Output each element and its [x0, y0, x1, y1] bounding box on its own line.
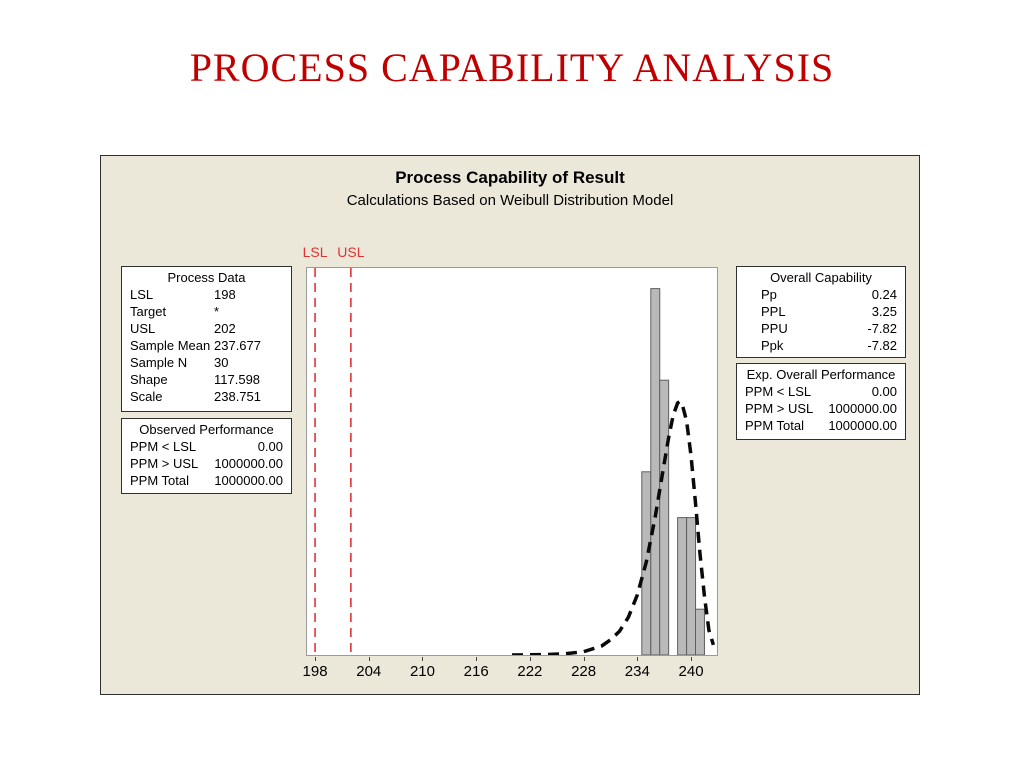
- histogram-bar: [650, 288, 661, 655]
- x-tick-label: 240: [678, 663, 704, 680]
- stat-value: 117.598: [214, 372, 261, 387]
- histogram-svg: [314, 268, 716, 655]
- stat-label: PPM Total: [130, 473, 190, 488]
- stat-label: PPM < LSL: [745, 384, 812, 399]
- stat-value: 202: [214, 321, 236, 336]
- x-tick-label: 198: [302, 663, 328, 680]
- stat-label: PPM Total: [745, 418, 805, 433]
- stat-label: Ppk: [761, 338, 784, 353]
- stat-value: *: [214, 304, 220, 319]
- stat-label: Target: [130, 304, 167, 319]
- stat-row: Sample Mean 237.677: [130, 337, 283, 354]
- observed-performance-title: Observed Performance: [139, 422, 274, 437]
- stat-label: PPM > USL: [130, 456, 199, 471]
- overall-capability-box: Overall Capability Pp 0.24 PPL 3.25 PPU -7.82…: [736, 266, 906, 358]
- x-tick-label: 228: [571, 663, 597, 680]
- x-tick-mark: [422, 657, 424, 661]
- chart-title: Process Capability of Result: [395, 168, 625, 187]
- stat-row: LSL 198: [130, 286, 283, 303]
- stat-value: 198: [214, 287, 236, 302]
- plot-area: [306, 267, 718, 656]
- overall-capability-rows: Pp 0.24 PPL 3.25 PPU -7.82 Ppk -7.82: [745, 286, 897, 354]
- histogram-bar: [677, 517, 688, 655]
- stat-label: PPU: [761, 321, 788, 336]
- histogram-bar: [695, 608, 705, 655]
- stat-label: PPM > USL: [745, 401, 814, 416]
- x-tick-mark: [529, 657, 531, 661]
- stat-value: 3.25: [871, 304, 897, 319]
- x-tick-label: 216: [463, 663, 489, 680]
- stat-label: Scale: [130, 389, 163, 404]
- process-data-title: Process Data: [167, 270, 246, 285]
- stat-label: PPM < LSL: [130, 439, 197, 454]
- x-axis: 198 204 210 216 222 228 234 240: [303, 657, 717, 683]
- stat-label: Pp: [761, 287, 777, 302]
- x-tick-mark: [476, 657, 478, 661]
- x-tick-mark: [368, 657, 370, 661]
- stat-row: PPM < LSL 0.00: [745, 383, 897, 400]
- stat-label: LSL: [130, 287, 154, 302]
- stat-value: 30: [214, 355, 229, 370]
- stat-label: USL: [130, 321, 156, 336]
- slide-title: PROCESS CAPABILITY ANALYSIS: [189, 45, 835, 90]
- stat-label: Sample N: [130, 355, 188, 370]
- observed-performance-box: Observed Performance PPM < LSL 0.00 PPM > …: [121, 418, 292, 494]
- stat-value: 1000000.00: [828, 418, 897, 433]
- chart-subtitle: Calculations Based on Weibull Distributi…: [346, 192, 674, 209]
- stat-value: -7.82: [867, 321, 897, 336]
- weibull-curve: [511, 399, 716, 655]
- lsl-label: LSL: [302, 244, 328, 260]
- exp-overall-performance-box: Exp. Overall Performance PPM < LSL 0.00 PP…: [736, 363, 906, 440]
- x-tick-mark: [583, 657, 585, 661]
- stat-label: PPL: [761, 304, 786, 319]
- x-tick-label: 210: [409, 663, 435, 680]
- stat-value: 0.00: [257, 439, 283, 454]
- stat-value: 1000000.00: [828, 401, 897, 416]
- x-tick-mark: [691, 657, 693, 661]
- stat-row: PPM < LSL 0.00: [130, 438, 283, 455]
- stat-value: 237.677: [214, 338, 261, 353]
- usl-label: USL: [337, 244, 365, 260]
- x-tick-mark: [315, 657, 317, 661]
- capability-chart-frame: Process Capability of Result Calculation…: [100, 155, 920, 695]
- stat-label: Shape: [130, 372, 168, 387]
- overall-capability-title: Overall Capability: [770, 270, 872, 285]
- exp-overall-performance-rows: PPM < LSL 0.00 PPM > USL 1000000.00 PPM Tota…: [745, 383, 897, 434]
- x-tick-label: 234: [624, 663, 650, 680]
- stat-row: Shape 117.598: [130, 371, 283, 388]
- stat-row: PPM > USL 1000000.00: [745, 400, 897, 417]
- stat-row: Pp 0.24: [745, 286, 897, 303]
- stat-row: PPM > USL 1000000.00: [130, 455, 283, 472]
- stat-row: PPL 3.25: [745, 303, 897, 320]
- histogram-bar: [686, 517, 697, 655]
- process-data-rows: LSL 198 Target * USL 202 Sample Mean 237.677 Sam…: [130, 286, 283, 405]
- stat-value: 1000000.00: [214, 473, 283, 488]
- stat-value: 238.751: [214, 389, 261, 404]
- x-tick-mark: [637, 657, 639, 661]
- stat-row: PPM Total 1000000.00: [130, 472, 283, 489]
- x-tick-label: 204: [356, 663, 382, 680]
- stat-row: PPU -7.82: [745, 320, 897, 337]
- histogram-bar: [659, 379, 670, 655]
- exp-overall-performance-title: Exp. Overall Performance: [746, 367, 896, 382]
- stat-value: -7.82: [867, 338, 897, 353]
- stat-label: Sample Mean: [130, 338, 211, 353]
- process-data-box: Process Data LSL 198 Target * USL 202 Sample M…: [121, 266, 292, 412]
- stat-row: Ppk -7.82: [745, 337, 897, 354]
- stat-row: Sample N 30: [130, 354, 283, 371]
- stat-value: 0.00: [871, 384, 897, 399]
- spec-limit-labels: LSL USL: [303, 244, 717, 262]
- stat-value: 1000000.00: [214, 456, 283, 471]
- stat-row: Target *: [130, 303, 283, 320]
- stat-row: Scale 238.751: [130, 388, 283, 405]
- stat-value: 0.24: [871, 287, 897, 302]
- stat-row: USL 202: [130, 320, 283, 337]
- stat-row: PPM Total 1000000.00: [745, 417, 897, 434]
- x-tick-label: 222: [517, 663, 543, 680]
- observed-performance-rows: PPM < LSL 0.00 PPM > USL 1000000.00 PPM Tota…: [130, 438, 283, 489]
